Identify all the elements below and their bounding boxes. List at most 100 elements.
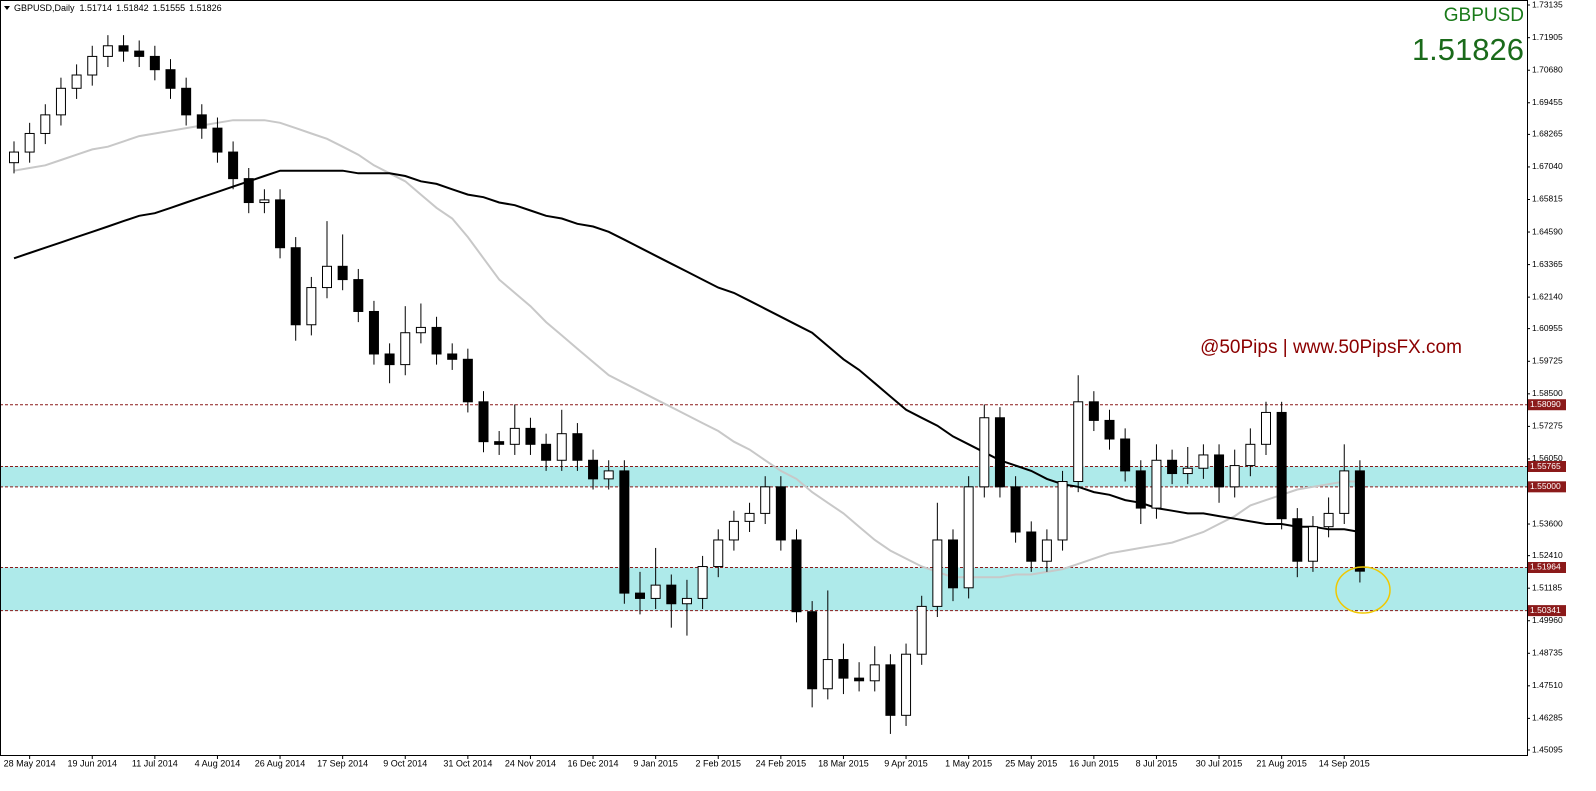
level-label: 1.50341: [1530, 605, 1561, 615]
candle-body: [228, 151, 239, 180]
candle-body: [40, 114, 51, 134]
y-tick-label: 1.48735: [1532, 648, 1563, 658]
current-price: 1.51826: [1412, 32, 1524, 67]
candle-body: [635, 592, 645, 599]
y-tick-label: 1.65815: [1532, 194, 1563, 204]
candle-body: [1354, 470, 1365, 572]
symbol-label: GBPUSD: [1444, 5, 1524, 26]
candle-body: [1276, 411, 1287, 520]
candle-body: [948, 539, 958, 589]
candle-body: [572, 433, 583, 461]
watermark: @50Pips | www.50PipsFX.com: [1200, 337, 1462, 358]
candle-body: [1167, 459, 1178, 475]
candle-body: [556, 433, 567, 461]
level-label-box: [1528, 399, 1566, 411]
y-tick-label: 1.73135: [1532, 0, 1563, 9]
moving-average: [13, 169, 1361, 533]
y-tick-label: 1.45095: [1532, 744, 1563, 754]
zone: [0, 466, 1527, 487]
y-tick-label: 1.69455: [1532, 97, 1563, 107]
candle-body: [384, 353, 395, 366]
candle-body: [71, 74, 82, 89]
candle-body: [322, 265, 332, 289]
candle-body: [979, 417, 990, 488]
candle-body: [337, 265, 348, 281]
plot: [9, 35, 1365, 734]
x-tick-label: 31 Oct 2014: [443, 758, 492, 768]
low: 1.51555: [153, 3, 186, 13]
candle-body: [838, 659, 849, 679]
candle-body: [102, 45, 113, 57]
candle-body: [431, 326, 442, 355]
candle-body: [55, 87, 66, 116]
high: 1.51842: [116, 3, 149, 13]
candle-body: [1214, 454, 1225, 488]
candle-body: [619, 470, 630, 594]
x-tick-label: 4 Aug 2014: [195, 758, 241, 768]
level-label: 1.55765: [1530, 461, 1561, 471]
candle-body: [1073, 401, 1084, 483]
candle-body: [807, 611, 818, 690]
y-tick-label: 1.51185: [1532, 582, 1562, 592]
candle-body: [478, 401, 489, 443]
candle-body: [1026, 531, 1037, 562]
menu-arrow[interactable]: [4, 6, 10, 10]
x-tick-label: 19 Jun 2014: [67, 758, 117, 768]
candle-body: [196, 114, 207, 129]
candle-body: [1135, 470, 1146, 509]
level-label-box: [1528, 481, 1566, 493]
level-label: 1.58090: [1530, 399, 1561, 409]
candle-body: [87, 55, 98, 76]
y-tick-label: 1.53600: [1532, 518, 1563, 528]
x-tick-label: 28 May 2014: [4, 758, 56, 768]
candle-body: [353, 279, 364, 312]
x-tick-label: 24 Feb 2015: [756, 758, 807, 768]
x-tick-label: 9 Jan 2015: [633, 758, 678, 768]
candle-body: [760, 486, 771, 514]
highlight-circle: [1335, 566, 1391, 614]
level-label-box: [1528, 461, 1566, 473]
y-tick-label: 1.70680: [1532, 64, 1563, 74]
x-tick-label: 18 Mar 2015: [818, 758, 869, 768]
candle-body: [462, 358, 473, 403]
candle-body: [400, 332, 411, 366]
candle-body: [603, 470, 614, 480]
candle-body: [243, 178, 254, 204]
candle-body: [713, 539, 724, 568]
candle-body: [1245, 443, 1256, 467]
x-tick-label: 9 Apr 2015: [884, 758, 928, 768]
y-tick-label: 1.59725: [1532, 356, 1563, 366]
open: 1.51714: [80, 3, 113, 13]
candle-body: [368, 310, 379, 355]
x-tick-label: 16 Jun 2015: [1069, 758, 1119, 768]
y-tick-label: 1.71905: [1532, 32, 1563, 42]
candle-body: [588, 459, 599, 480]
y-tick-label: 1.64590: [1532, 226, 1563, 236]
candle-body: [212, 127, 223, 153]
x-tick-label: 26 Aug 2014: [255, 758, 306, 768]
plot-frame: [0, 0, 1528, 756]
candle-body: [744, 512, 755, 522]
y-tick-label: 1.63365: [1532, 259, 1563, 269]
x-tick-label: 30 Jul 2015: [1196, 758, 1243, 768]
y-tick-label: 1.67040: [1532, 161, 1563, 171]
candle-body: [509, 427, 520, 445]
candle-body: [932, 539, 943, 607]
candle-body: [869, 664, 880, 682]
candle-body: [1292, 518, 1303, 562]
candle-body: [525, 427, 536, 445]
candle-body: [165, 69, 176, 89]
candle-body: [259, 199, 270, 204]
symbol: GBPUSD,Daily: [14, 3, 75, 13]
candle-body: [1088, 401, 1099, 421]
x-tick-label: 17 Sep 2014: [317, 758, 368, 768]
candle-body: [1104, 419, 1115, 440]
y-tick-label: 1.60955: [1532, 323, 1563, 333]
candle-body: [118, 45, 129, 52]
candle-body: [1151, 459, 1162, 509]
candle-body: [1041, 539, 1052, 562]
x-tick-label: 2 Feb 2015: [695, 758, 741, 768]
x-tick-label: 14 Sep 2015: [1319, 758, 1370, 768]
y-tick-label: 1.49960: [1532, 615, 1563, 625]
